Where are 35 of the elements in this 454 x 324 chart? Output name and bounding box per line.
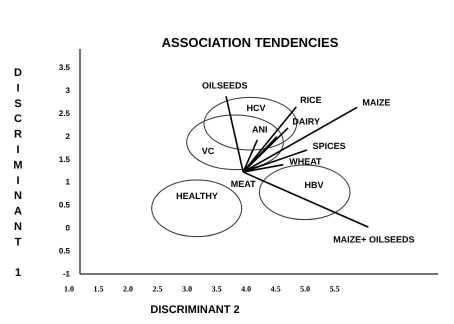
y-tick-label: 3 [66,86,71,95]
annotation: HEALTHY [176,191,218,202]
y-tick-label: 0.5 [58,200,71,210]
x-tick-label: 5.5 [330,284,340,294]
x-tick-label: 5.0 [300,284,310,294]
x-tick-label: 2.0 [123,284,134,294]
chart-title: ASSOCIATION TENDENCIES [162,35,339,50]
series-label: WHEAT [289,156,322,167]
annotation: HBV [304,180,324,190]
x-tick-label: 1.5 [94,284,104,294]
series-label: SPICES [312,140,346,151]
text: DISCRIMINANT 1 [13,67,23,280]
series-label: RICE [300,95,322,106]
y-tick-label: -1 [62,270,71,279]
series-label: OILSEEDS [202,80,248,91]
x-axis-title: DISCRIMINANT 2 [150,304,240,316]
annotation: HCV [246,103,266,114]
series-label: ANI [252,124,268,135]
x-tick-label: 4.5 [270,284,281,294]
y-tick-label: 1.5 [58,154,71,164]
y-tick-label: 3.5 [58,62,71,72]
y-tick-label: 2.5 [58,108,71,118]
x-tick-label: 3.0 [182,284,192,294]
series-label: MAIZE+ OILSEEDS [333,234,414,244]
y-tick-label: 1 [66,178,71,187]
y-tick-label: 2 [66,132,71,141]
x-tick-label: 1.0 [64,284,74,294]
annotation: MEAT [230,179,256,190]
annotation: VC [202,146,215,156]
y-tick-label: 0 [66,224,71,233]
x-tick-label: 4.0 [241,284,252,294]
x-tick-label: 3.5 [212,284,222,294]
y-tick-label: 0.5 [58,246,71,256]
x-tick-label: 2.5 [152,284,163,294]
series-label: MAIZE [362,97,390,108]
